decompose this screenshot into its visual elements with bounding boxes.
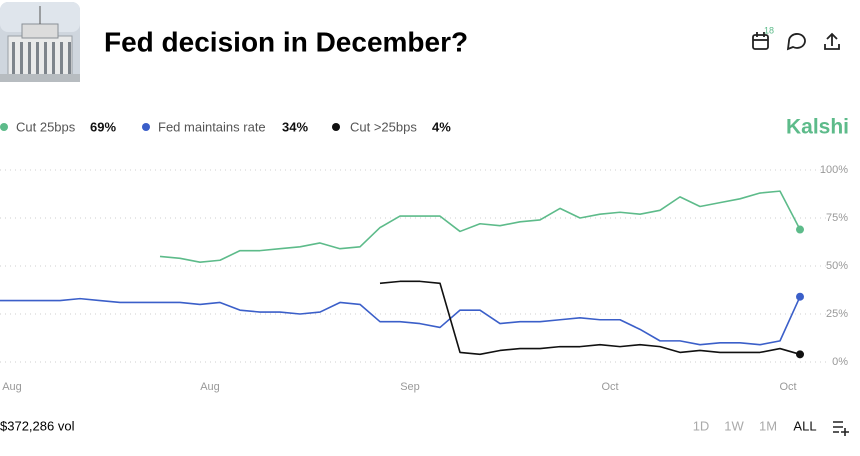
legend-dot [142, 123, 150, 131]
badge: 18 [764, 25, 774, 35]
legend-label: Cut 25bps [16, 119, 76, 134]
range-button[interactable]: 1D [693, 418, 710, 433]
y-tick-label: 25% [826, 308, 848, 320]
y-tick-label: 75% [826, 212, 848, 224]
thumbnail [0, 2, 80, 82]
comment-button[interactable] [786, 33, 806, 51]
range-button[interactable]: 1M [759, 418, 777, 433]
legend-label: Fed maintains rate [158, 119, 266, 134]
y-tick-label: 100% [820, 164, 848, 176]
end-dot [796, 225, 804, 234]
share-button[interactable] [824, 32, 840, 50]
series-line [0, 296, 801, 346]
series-line [379, 280, 801, 356]
range-button[interactable]: ALL [793, 418, 816, 433]
y-tick-label: 0% [832, 356, 848, 368]
end-dot [796, 350, 804, 359]
x-tick-label: Aug [2, 381, 22, 393]
legend-label: Cut >25bps [350, 119, 417, 134]
legend-value: 34% [282, 119, 308, 134]
legend-dot [332, 123, 340, 131]
x-tick-label: Aug [200, 381, 220, 393]
x-tick-label: Oct [601, 381, 618, 393]
legend-value: 69% [90, 119, 116, 134]
range-button[interactable]: 1W [724, 418, 744, 433]
y-tick-label: 50% [826, 260, 848, 272]
volume: $372,286 vol [0, 418, 75, 433]
compare-button[interactable] [833, 421, 849, 436]
calendar-button[interactable] [752, 32, 769, 50]
legend-value: 4% [432, 119, 451, 134]
legend-dot [0, 123, 8, 131]
series-line [159, 190, 801, 263]
brand: Kalshi [786, 116, 849, 139]
x-tick-label: Sep [400, 381, 420, 393]
title: Fed decision in December? [104, 26, 468, 57]
x-tick-label: Oct [779, 381, 796, 393]
end-dot [796, 292, 804, 301]
